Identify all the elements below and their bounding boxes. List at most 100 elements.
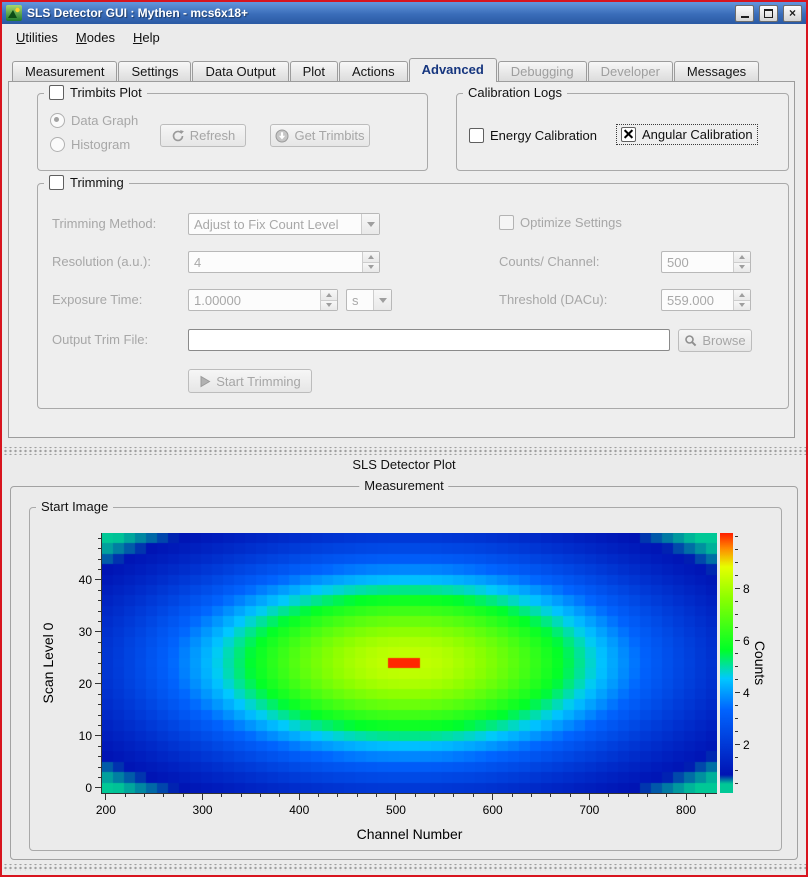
y-tick-label: 10: [78, 728, 92, 743]
splitter-handle[interactable]: [2, 447, 806, 455]
menu-item-utilities[interactable]: Utilities: [16, 29, 58, 45]
x-tick: [202, 794, 204, 800]
x-axis-title: Channel Number: [356, 826, 463, 842]
chevron-down-icon: [361, 214, 379, 234]
trimbits-plot-group-title: Trimbits Plot: [44, 85, 147, 100]
colorbar-minor-tick: [735, 770, 738, 772]
window-title: SLS Detector GUI : Mythen - mcs6x18+: [27, 6, 249, 20]
x-minor-tick: [240, 794, 242, 797]
trimming-method-combo: Adjust to Fix Count Level: [188, 213, 380, 235]
x-tick: [395, 794, 397, 800]
output-trim-file-input[interactable]: [188, 329, 670, 351]
y-tick-label: 20: [78, 676, 92, 691]
y-tick-label: 30: [78, 624, 92, 639]
x-minor-tick: [511, 794, 513, 797]
y-minor-tick: [98, 745, 101, 747]
x-minor-tick: [646, 794, 648, 797]
menu-item-modes[interactable]: Modes: [75, 29, 115, 45]
exposure-time-value: 1.00000: [194, 292, 241, 308]
output-trim-file-label: Output Trim File:: [52, 332, 149, 347]
x-tick-label: 500: [385, 803, 406, 817]
x-tick-label: 600: [482, 803, 503, 817]
tab-settings[interactable]: Settings: [118, 61, 192, 81]
tab-debugging: Debugging: [497, 61, 587, 81]
close-button[interactable]: ×: [783, 4, 802, 22]
data-graph-label: Data Graph: [71, 113, 139, 128]
angular-calibration-checkbox[interactable]: [621, 127, 636, 142]
y-minor-tick: [98, 776, 101, 778]
tab-advanced[interactable]: Advanced: [408, 58, 497, 82]
colorbar-tick-label: 2: [743, 737, 750, 752]
x-minor-tick: [144, 794, 146, 797]
y-minor-tick: [98, 610, 101, 612]
y-minor-tick: [98, 558, 101, 560]
counts-channel-spinbox: 500: [661, 251, 751, 273]
trimbits-plot-title-label: Trimbits Plot: [70, 85, 142, 100]
histogram-radio: [50, 137, 65, 152]
start-image-group: Start Image Scan Level 0 Channel Number …: [29, 499, 782, 851]
close-icon: ×: [788, 6, 796, 20]
spin-down-icon: [734, 261, 750, 272]
minimize-icon: [740, 15, 749, 18]
y-minor-tick: [98, 568, 101, 570]
y-minor-tick: [98, 714, 101, 716]
x-minor-tick: [414, 794, 416, 797]
trimming-group: Trimming Trimming Method: Adjust to Fix …: [37, 175, 789, 409]
y-minor-tick: [98, 641, 101, 643]
menu-item-help[interactable]: Help: [132, 29, 160, 45]
trimbits-plot-checkbox[interactable]: [49, 85, 64, 100]
x-minor-tick: [279, 794, 281, 797]
resolution-value: 4: [194, 254, 202, 270]
y-minor-tick: [98, 756, 101, 758]
trimming-group-title: Trimming: [44, 175, 129, 190]
colorbar-minor-tick: [735, 666, 738, 668]
app-icon: [6, 5, 22, 21]
advanced-tab-panel: Trimbits Plot Data Graph Histogram Refre…: [8, 81, 795, 438]
get-trimbits-label: Get Trimbits: [294, 128, 365, 143]
minimize-button[interactable]: [735, 4, 754, 22]
colorbar-tick-label: 4: [743, 685, 750, 700]
download-icon: [275, 129, 289, 142]
bottom-splitter-handle[interactable]: [2, 864, 806, 871]
energy-calibration-label: Energy Calibration: [490, 128, 597, 143]
y-axis-title: Scan Level 0: [40, 622, 56, 704]
x-tick-label: 700: [579, 803, 600, 817]
x-minor-tick: [124, 794, 126, 797]
trimming-checkbox[interactable]: [49, 175, 64, 190]
tab-measurement[interactable]: Measurement: [12, 61, 118, 81]
x-minor-tick: [221, 794, 223, 797]
browse-label: Browse: [702, 333, 746, 348]
measurement-group-title: Measurement: [359, 478, 449, 493]
threshold-value: 559.000: [667, 292, 714, 308]
x-tick-label: 800: [676, 803, 697, 817]
colorbar-minor-tick: [735, 783, 738, 785]
energy-calibration-checkbox[interactable]: [469, 128, 484, 143]
colorbar-minor-tick: [735, 757, 738, 759]
angular-calibration-label: Angular Calibration: [642, 127, 753, 142]
tab-messages[interactable]: Messages: [673, 61, 760, 81]
y-minor-tick: [98, 652, 101, 654]
colorbar-tick: [735, 588, 740, 590]
plot-region: Scan Level 0 Channel Number Counts 200 30…: [30, 508, 781, 850]
colorbar-minor-tick: [735, 601, 738, 603]
spin-down-icon: [321, 299, 337, 310]
x-minor-tick: [569, 794, 571, 797]
heatmap-canvas[interactable]: [102, 533, 717, 793]
tab-data-output[interactable]: Data Output: [192, 61, 289, 81]
counts-channel-value: 500: [667, 254, 689, 270]
y-tick: [95, 787, 101, 789]
maximize-icon: [764, 8, 773, 18]
resolution-label: Resolution (a.u.):: [52, 254, 151, 269]
exposure-time-spinbox: 1.00000: [188, 289, 338, 311]
title-bar[interactable]: SLS Detector GUI : Mythen - mcs6x18+ ×: [2, 2, 806, 24]
x-tick: [492, 794, 494, 800]
tab-actions[interactable]: Actions: [338, 61, 408, 81]
chevron-down-icon: [373, 290, 391, 310]
optimize-settings-row: Optimize Settings: [499, 215, 622, 230]
x-minor-tick: [608, 794, 610, 797]
refresh-button: Refresh: [160, 124, 246, 147]
tab-plot[interactable]: Plot: [289, 61, 338, 81]
magnifier-icon: [685, 335, 697, 347]
maximize-button[interactable]: [759, 4, 778, 22]
x-tick-label: 400: [289, 803, 310, 817]
